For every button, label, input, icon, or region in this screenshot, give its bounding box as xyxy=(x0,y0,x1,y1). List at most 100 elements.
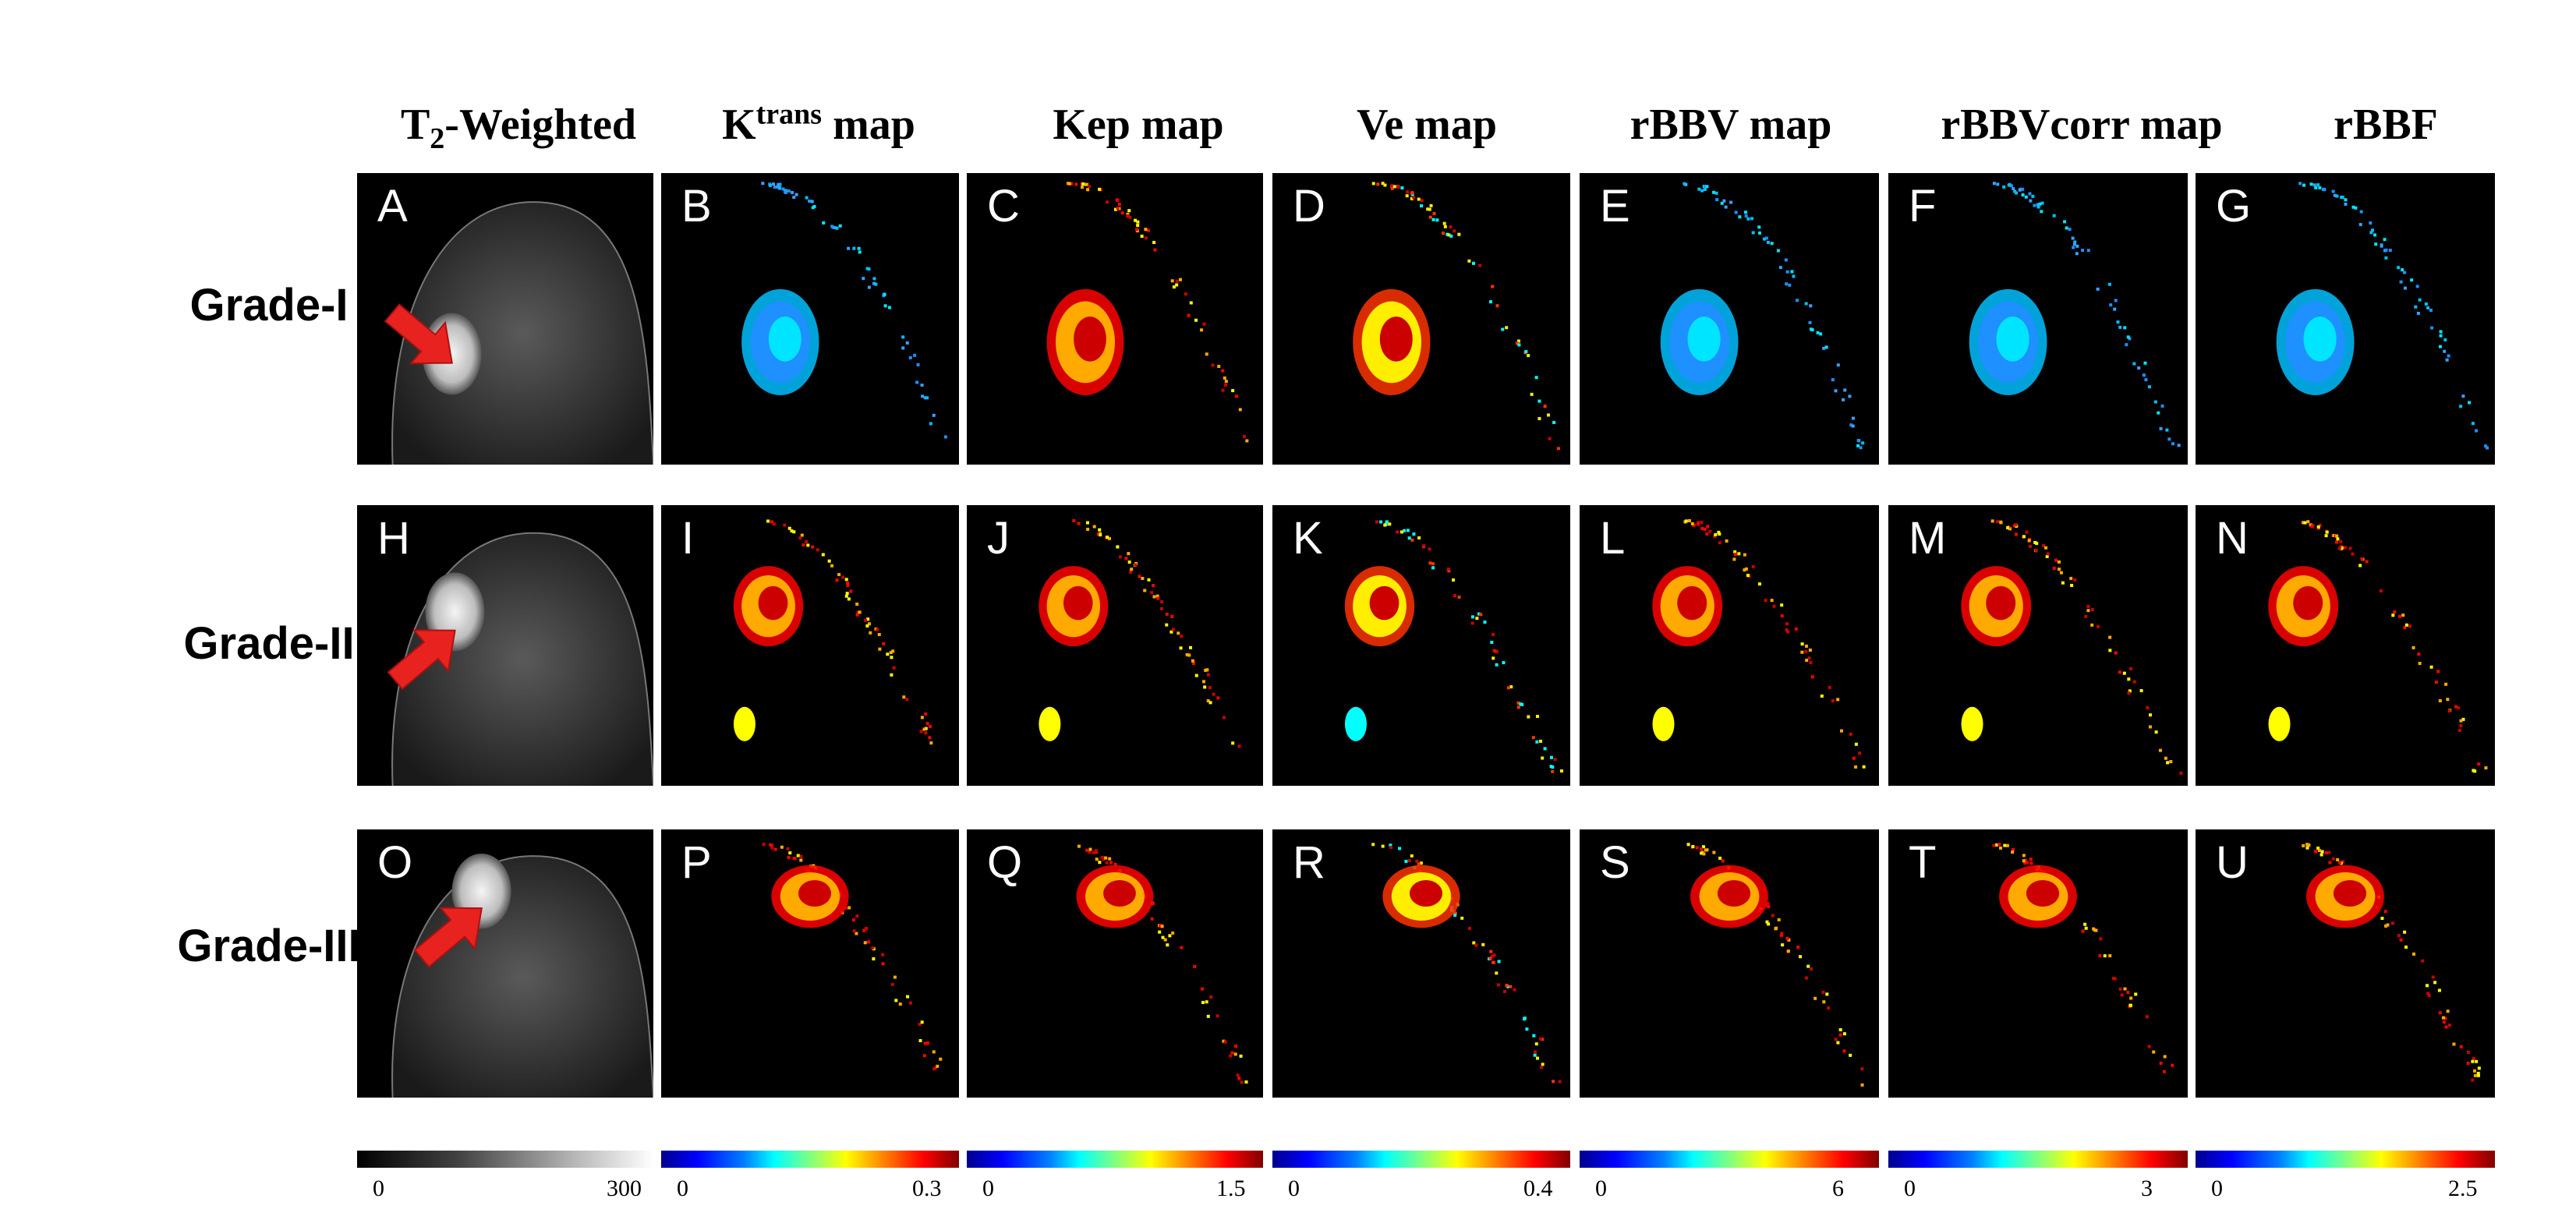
signal-speck xyxy=(1772,604,1776,608)
signal-speck xyxy=(2028,192,2032,196)
signal-speck xyxy=(1532,1034,1536,1038)
signal-speck xyxy=(1169,630,1173,634)
signal-speck xyxy=(1535,715,1539,719)
signal-speck xyxy=(2165,428,2169,432)
signal-speck xyxy=(762,843,766,847)
signal-speck xyxy=(1854,742,1858,746)
signal-speck xyxy=(1205,668,1209,672)
signal-speck xyxy=(2120,993,2124,997)
signal-speck xyxy=(1708,529,1712,533)
signal-speck xyxy=(2052,214,2056,217)
panel-letter-l: L xyxy=(1600,513,1626,564)
signal-speck xyxy=(1810,967,1813,971)
signal-speck xyxy=(2471,1059,2475,1063)
signal-speck xyxy=(2098,954,2102,958)
signal-speck xyxy=(1081,186,1085,189)
signal-speck xyxy=(2397,266,2401,270)
signal-speck xyxy=(1546,413,1550,417)
signal-speck xyxy=(1691,844,1695,848)
panel-letter-t: T xyxy=(1909,837,1937,888)
signal-speck xyxy=(790,529,794,533)
colorbar-6 xyxy=(2196,1151,2495,1168)
red-arrow-icon xyxy=(387,629,456,691)
signal-speck xyxy=(1700,189,1704,193)
signal-speck xyxy=(902,695,906,699)
signal-speck xyxy=(2457,729,2461,733)
signal-speck xyxy=(1491,954,1495,958)
panel-image xyxy=(384,201,653,465)
signal-speck xyxy=(1389,843,1392,847)
panel-letter-s: S xyxy=(1600,837,1630,888)
figure-panel-q: Q xyxy=(967,829,1263,1098)
signal-speck xyxy=(2011,850,2015,854)
signal-speck xyxy=(865,624,869,628)
signal-speck xyxy=(2433,981,2437,985)
signal-speck xyxy=(2390,921,2394,925)
signal-speck xyxy=(2475,1059,2479,1063)
signal-speck xyxy=(2090,607,2094,611)
signal-speck xyxy=(1770,599,1774,603)
signal-speck xyxy=(2008,182,2012,186)
signal-speck xyxy=(1134,563,1138,567)
figure-panel-k: K xyxy=(1272,505,1570,786)
signal-speck xyxy=(2081,249,2085,253)
signal-speck xyxy=(1733,553,1737,557)
signal-speck xyxy=(1738,215,1742,219)
signal-speck xyxy=(1208,701,1212,705)
signal-speck xyxy=(2018,188,2022,192)
signal-speck xyxy=(872,277,876,281)
signal-speck xyxy=(2351,205,2355,209)
red-arrow-icon xyxy=(384,303,453,365)
secondary-focus xyxy=(1652,706,1675,741)
signal-speck xyxy=(1809,304,1813,308)
panel-image xyxy=(1961,519,2183,775)
signal-speck xyxy=(1159,606,1163,610)
colorbar-min-label: 0 xyxy=(2211,1176,2223,1201)
signal-speck xyxy=(2145,1015,2149,1019)
signal-speck xyxy=(1202,322,1206,326)
signal-speck xyxy=(1862,765,1866,769)
signal-speck xyxy=(2059,571,2063,575)
signal-speck xyxy=(1764,903,1768,907)
signal-speck xyxy=(1808,320,1812,324)
signal-speck xyxy=(769,843,773,847)
signal-speck xyxy=(2484,444,2488,448)
signal-speck xyxy=(2373,233,2377,237)
signal-speck xyxy=(2116,320,2120,324)
signal-speck xyxy=(2401,614,2405,617)
signal-speck xyxy=(1527,354,1530,358)
signal-speck xyxy=(835,578,839,582)
signal-speck xyxy=(883,304,887,308)
signal-speck xyxy=(2403,930,2407,934)
signal-speck xyxy=(1224,380,1228,384)
signal-speck xyxy=(2344,546,2348,550)
signal-speck xyxy=(1189,301,1193,305)
signal-speck xyxy=(1785,936,1789,940)
signal-speck xyxy=(1548,437,1552,440)
signal-speck xyxy=(1721,859,1725,863)
signal-speck xyxy=(1086,188,1090,192)
signal-speck xyxy=(1453,914,1457,918)
signal-speck xyxy=(2146,705,2150,709)
signal-speck xyxy=(1808,648,1812,652)
signal-speck xyxy=(1531,736,1535,740)
signal-speck xyxy=(1116,198,1120,202)
signal-speck xyxy=(1729,200,1733,204)
signal-speck xyxy=(2408,624,2412,628)
signal-speck xyxy=(1536,1056,1540,1060)
signal-speck xyxy=(1102,857,1106,861)
signal-speck xyxy=(1236,1073,1240,1077)
signal-speck xyxy=(2320,850,2324,854)
signal-speck xyxy=(809,200,812,203)
column-header-superscript: trans xyxy=(755,97,823,131)
signal-speck xyxy=(1559,769,1563,773)
signal-speck xyxy=(908,1001,912,1005)
signal-speck xyxy=(2316,183,2320,187)
signal-speck xyxy=(1781,943,1785,947)
signal-speck xyxy=(1534,376,1538,380)
signal-speck xyxy=(1449,234,1453,238)
signal-speck xyxy=(2021,187,2025,191)
enhancement-peak xyxy=(1687,316,1721,362)
signal-speck xyxy=(1170,614,1174,618)
signal-speck xyxy=(1406,190,1410,194)
